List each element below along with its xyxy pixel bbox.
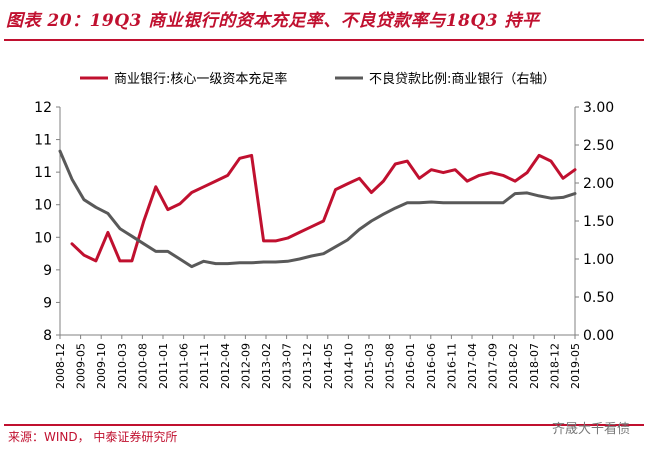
left-tick-label: 10 [34, 230, 52, 246]
x-tick-label: 2014-10 [342, 343, 355, 389]
right-tick-label: 1.00 [583, 252, 614, 268]
legend-label: 不良贷款比例:商业银行（右轴） [369, 71, 555, 87]
x-tick-label: 2011-11 [198, 343, 211, 389]
page-title: 图表 20：19Q3 商业银行的资本充足率、不良贷款率与18Q3 持平 [6, 11, 540, 31]
source-note: 来源：WIND， 中泰证券研究所 [8, 430, 178, 444]
right-tick-label: 2.50 [583, 138, 614, 154]
x-tick-label: 2017-09 [487, 343, 500, 389]
series-lines [58, 149, 577, 269]
right-tick-label: 3.00 [583, 100, 614, 116]
x-tick-label: 2009-05 [75, 343, 88, 389]
x-tick-label: 2008-12 [54, 343, 67, 389]
x-tick-label: 2015-08 [384, 343, 397, 389]
left-tick-label: 9 [43, 295, 52, 311]
x-tick-label: 2016-11 [445, 343, 458, 389]
x-axis-ticks: 2008-12 2009-05 2009-10 2010-03 2010-08 2011-… [54, 335, 582, 389]
x-tick-label: 2016-01 [404, 343, 417, 389]
left-tick-label: 11 [34, 133, 52, 149]
x-tick-label: 2018-02 [507, 343, 520, 389]
x-tick-label: 2009-10 [95, 343, 108, 389]
right-tick-label: 2.00 [583, 176, 614, 192]
left-tick-label: 8 [43, 328, 52, 344]
footer-rule [4, 424, 644, 426]
left-tick-label: 9 [43, 263, 52, 279]
x-tick-label: 2013-12 [301, 343, 314, 389]
x-tick-label: 2010-08 [136, 343, 149, 389]
x-tick-label: 2017-04 [466, 343, 479, 389]
x-tick-label: 2011-01 [157, 343, 170, 389]
left-tick-label: 11 [34, 165, 52, 181]
left-axis-ticks: 12 11 11 10 10 9 9 8 [34, 100, 60, 344]
title-rule [4, 39, 644, 41]
series-line-npl-ratio [58, 149, 577, 269]
legend-label: 商业银行:核心一级资本充足率 [114, 71, 287, 87]
x-tick-label: 2011-06 [178, 343, 191, 389]
x-tick-label: 2019-05 [569, 343, 582, 389]
left-tick-label: 10 [34, 198, 52, 214]
x-tick-label: 2013-02 [260, 343, 273, 389]
chart-axes [59, 107, 576, 336]
x-tick-label: 2012-09 [239, 343, 252, 389]
x-tick-label: 2013-07 [281, 343, 294, 389]
x-tick-label: 2015-03 [363, 343, 376, 389]
x-tick-label: 2018-07 [528, 343, 541, 389]
right-tick-label: 0.00 [583, 328, 614, 344]
x-tick-label: 2010-03 [116, 343, 129, 389]
x-tick-label: 2014-05 [322, 343, 335, 389]
x-tick-label: 2016-06 [425, 343, 438, 389]
watermark-text: 齐晟大千看债 [551, 422, 630, 437]
series-line-capital-ratio [70, 153, 577, 263]
left-tick-label: 12 [34, 100, 52, 116]
right-tick-label: 1.50 [583, 214, 614, 230]
right-axis-ticks: 3.00 2.50 2.00 1.50 1.00 0.50 0.00 [575, 100, 614, 344]
legend: 商业银行:核心一级资本充足率 不良贷款比例:商业银行（右轴） [80, 71, 555, 87]
x-tick-label: 2018-12 [548, 343, 561, 389]
x-tick-label: 2012-04 [219, 343, 232, 389]
right-tick-label: 0.50 [583, 290, 614, 306]
